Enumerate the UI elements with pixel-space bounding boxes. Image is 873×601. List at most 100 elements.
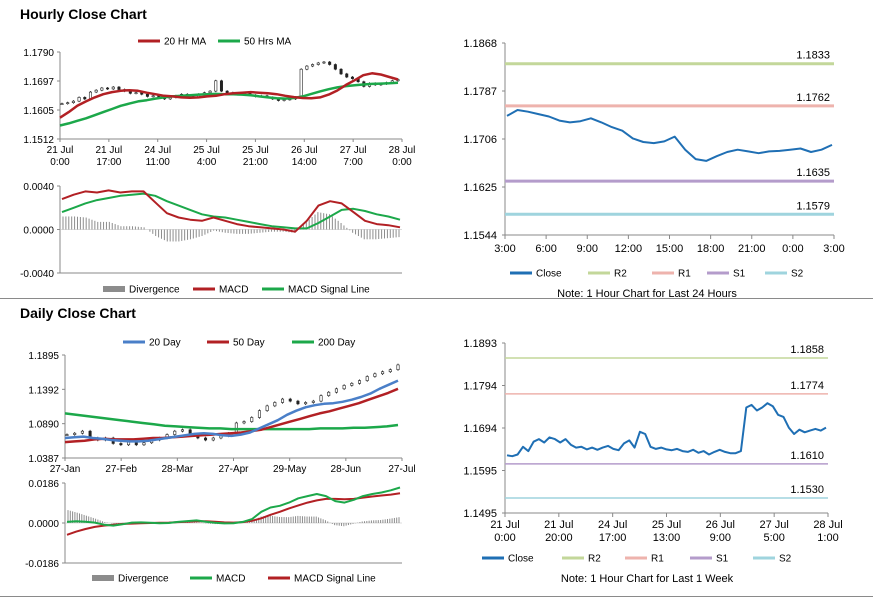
legend-daily-macd-label: MACD — [216, 574, 245, 585]
daily_levels-x-tick-label: 13:00 — [653, 532, 681, 544]
daily_levels-y-tick-label: 1.1694 — [463, 423, 497, 435]
legend-hourly-macd-label: MACD — [219, 285, 248, 296]
daily_levels-x-tick-label: 1:00 — [817, 532, 838, 544]
candle-body — [311, 64, 315, 67]
candle-body — [388, 369, 392, 373]
macd-signal-line-line — [66, 492, 401, 536]
daily-note: Note: 1 Hour Chart for Last 1 Week — [561, 573, 734, 585]
legend-daily-divergence-swatch — [92, 575, 114, 581]
macd-line — [61, 189, 401, 233]
legend-hourly-divergence-swatch — [103, 286, 125, 292]
hourly_price-y-tick-label: 1.1790 — [23, 48, 54, 59]
hourly_price-x-tick-label: 14:00 — [292, 157, 317, 168]
hourly_price-x-tick-label: 7:00 — [343, 157, 363, 168]
candle-body — [242, 421, 246, 424]
candle-body — [316, 62, 320, 65]
hourly_macd-y-tick-label: -0.0040 — [20, 269, 54, 280]
daily_macd-y-tick-label: 0.0000 — [28, 519, 59, 530]
hourly_levels-x-tick-label: 3:00 — [823, 243, 844, 255]
daily_levels-x-tick-label: 25 Jul — [652, 519, 681, 531]
legend-hourly-macd-signal-label: MACD Signal Line — [288, 285, 370, 296]
candle-body — [71, 100, 75, 103]
daily_macd-y-tick-label: 0.0186 — [28, 479, 59, 490]
hourly_levels-x-tick-label: 3:00 — [494, 243, 515, 255]
candle-body — [296, 400, 300, 405]
macd-line — [66, 486, 401, 527]
legend-hourly-s2-label: S2 — [791, 269, 804, 280]
macd-signal-line-line — [61, 192, 401, 230]
legend-hourly-close-label: Close — [536, 269, 562, 280]
daily_levels-x-tick-label: 24 Jul — [598, 519, 627, 531]
legend-hourly-r1-label: R1 — [678, 269, 691, 280]
daily_price-x-tick-label: 27-Feb — [105, 464, 137, 475]
50-day-line — [64, 387, 399, 444]
hourly-section-title: Hourly Close Chart — [20, 6, 147, 22]
candle-body — [151, 95, 155, 98]
daily_levels-y-tick-label: 1.1595 — [463, 466, 497, 478]
candle-body — [100, 87, 104, 91]
daily_price-y-tick-label: 1.0890 — [28, 420, 59, 431]
hourly_price-x-tick-label: 4:00 — [197, 157, 217, 168]
hourly_price-x-tick-label: 21:00 — [243, 157, 268, 168]
candle-body — [119, 443, 123, 446]
candle-body — [134, 92, 138, 94]
candle-body — [288, 398, 292, 402]
candle-body — [339, 68, 343, 75]
200-day-line — [64, 412, 399, 431]
candle-body — [106, 87, 110, 90]
daily-section-title: Daily Close Chart — [20, 305, 136, 321]
legend-200-day-label: 200 Day — [318, 338, 355, 349]
candle-body — [83, 97, 87, 100]
hourly_levels-x-tick-label: 21:00 — [738, 243, 766, 255]
hourly_levels-y-tick-label: 1.1706 — [463, 134, 497, 146]
hourly_price-x-tick-label: 17:00 — [96, 157, 121, 168]
hourly_price-x-tick-label: 0:00 — [392, 157, 412, 168]
candle-body — [396, 364, 400, 370]
candle-body — [328, 61, 332, 65]
candle-body — [265, 405, 269, 411]
daily_price-y-tick-label: 1.1895 — [28, 351, 59, 362]
candle-body — [145, 93, 149, 97]
daily_price-x-tick-label: 27-Jan — [50, 464, 81, 475]
hourly_macd-y-tick-label: 0.0000 — [23, 226, 54, 237]
candle-body — [65, 434, 69, 436]
legend-hourly-s1-label: S1 — [733, 269, 746, 280]
hourly_price-x-tick-label: 25 Jul — [242, 145, 269, 156]
hourly_levels-x-tick-label: 18:00 — [697, 243, 725, 255]
candle-body — [373, 373, 377, 377]
hourly_macd-y-tick-label: 0.0040 — [23, 182, 54, 193]
daily_levels-x-tick-label: 17:00 — [599, 532, 627, 544]
candle-body — [250, 417, 254, 422]
s1-level-label: 1.1610 — [790, 450, 824, 462]
hourly_price-x-tick-label: 26 Jul — [291, 145, 318, 156]
daily_price-y-tick-label: 1.1392 — [28, 385, 59, 396]
candle-body — [111, 86, 115, 90]
hourly_levels-x-tick-label: 6:00 — [535, 243, 556, 255]
hourly_price-x-tick-label: 0:00 — [50, 157, 70, 168]
candle-body — [358, 380, 362, 384]
daily_price-x-tick-label: 27-Jul — [388, 464, 415, 475]
daily_price-y-tick-label: 1.0387 — [28, 454, 59, 465]
candle-body — [365, 376, 369, 381]
candle-body — [117, 86, 121, 90]
s2-level-label: 1.1579 — [796, 200, 830, 212]
daily_levels-y-tick-label: 1.1893 — [463, 338, 497, 350]
candle-body — [350, 383, 354, 386]
r2-level-label: 1.1858 — [790, 344, 824, 356]
20-day-line — [64, 379, 399, 443]
candle-body — [257, 410, 261, 418]
legend-daily-r1-label: R1 — [651, 554, 664, 565]
hourly_price-x-tick-label: 27 Jul — [340, 145, 367, 156]
hourly-note: Note: 1 Hour Chart for Last 24 Hours — [557, 288, 737, 300]
legend-daily-s1-label: S1 — [716, 554, 729, 565]
candle-body — [60, 103, 64, 105]
daily_levels-x-tick-label: 21 Jul — [544, 519, 573, 531]
candle-body — [94, 89, 98, 93]
candle-body — [333, 64, 337, 70]
daily_levels-x-tick-label: 5:00 — [763, 532, 784, 544]
legend-20-day-label: 20 Day — [149, 338, 181, 349]
close-line — [506, 402, 827, 458]
r1-level-label: 1.1774 — [790, 380, 824, 392]
daily_macd-y-tick-label: -0.0186 — [25, 559, 59, 570]
r2-level-label: 1.1833 — [796, 50, 830, 62]
